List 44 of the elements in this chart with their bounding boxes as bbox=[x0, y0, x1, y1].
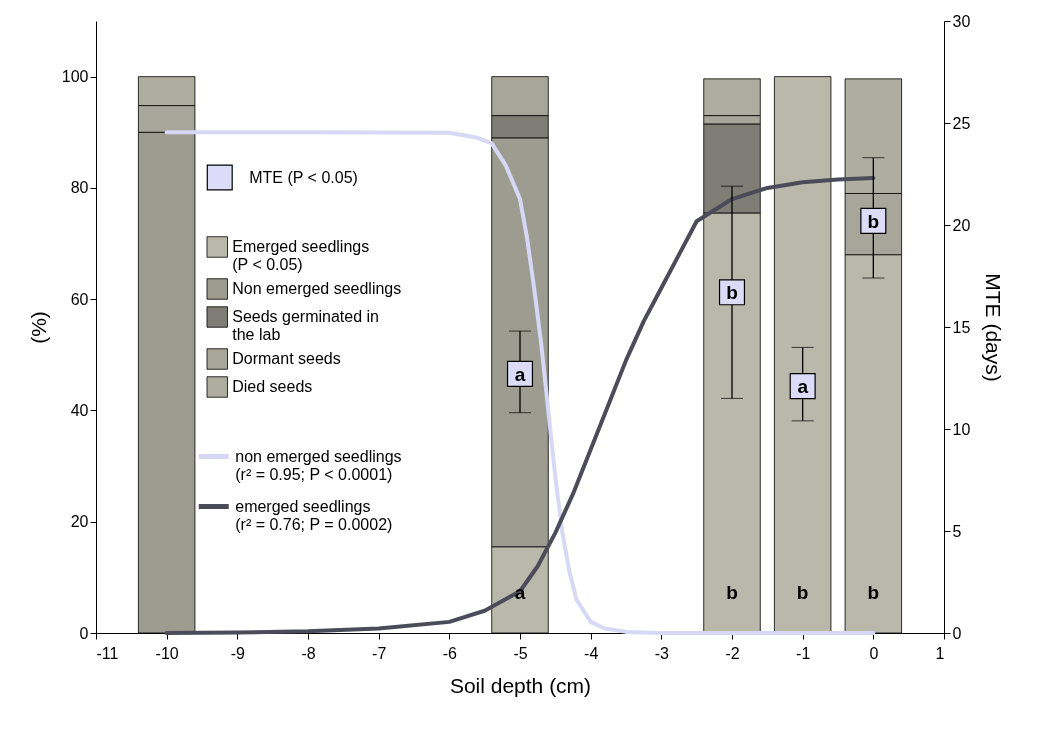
data-label: b bbox=[796, 582, 809, 603]
y2-tick-label: 20 bbox=[952, 216, 971, 234]
x-tick-label: -7 bbox=[372, 644, 387, 662]
legend-label: Seeds germinated in the lab bbox=[232, 308, 380, 343]
x-tick-label: -8 bbox=[301, 644, 316, 662]
x-tick-label: -9 bbox=[230, 644, 246, 662]
y-tick-label: 80 bbox=[70, 179, 89, 197]
y-tick-label: 20 bbox=[70, 513, 89, 531]
legend-label: Non emerged seedlings bbox=[232, 280, 402, 297]
y2-tick-label: 0 bbox=[952, 624, 962, 642]
legend-label: non emerged seedlings (r² = 0.95; P < 0.0001) bbox=[235, 447, 402, 483]
x-tick-label: 1 bbox=[935, 644, 945, 662]
x-axis-title: Soil depth (cm) bbox=[449, 673, 592, 697]
y-axis-title: (%) bbox=[26, 311, 50, 344]
x-tick-label: -4 bbox=[584, 644, 599, 662]
x-tick-label: -6 bbox=[442, 644, 458, 662]
data-label: a bbox=[514, 363, 526, 385]
x-tick-label: 0 bbox=[869, 644, 879, 662]
x-tick-label: -10 bbox=[155, 644, 179, 662]
x-tick-label: -11 bbox=[96, 644, 119, 662]
y-tick-label: 60 bbox=[70, 290, 89, 308]
data-label: a bbox=[797, 376, 809, 398]
y2-tick-label: 10 bbox=[952, 420, 971, 438]
y-tick-label: 100 bbox=[61, 68, 89, 86]
data-label: b bbox=[726, 282, 738, 304]
x-tick-label: -2 bbox=[725, 644, 740, 662]
x-tick-label: -3 bbox=[654, 644, 670, 662]
y2-tick-label: 15 bbox=[952, 318, 971, 336]
legend-label: Emerged seedlings (P < 0.05) bbox=[232, 238, 370, 273]
y-tick-label: 40 bbox=[70, 401, 89, 419]
y2-tick-label: 30 bbox=[952, 12, 971, 30]
legend-label: Died seeds bbox=[232, 378, 313, 395]
y2-tick-label: 5 bbox=[952, 522, 962, 540]
y2-tick-label: 25 bbox=[952, 114, 971, 132]
x-tick-label: -1 bbox=[796, 644, 811, 662]
legend-label: MTE (P < 0.05) bbox=[249, 168, 358, 186]
data-label: b bbox=[726, 582, 738, 603]
y2-axis-title: MTE (days) bbox=[982, 273, 1006, 382]
legend-label: Dormant seeds bbox=[232, 350, 341, 367]
data-label: b bbox=[867, 582, 880, 603]
x-tick-label: -5 bbox=[513, 644, 528, 662]
data-label: b bbox=[867, 210, 880, 232]
legend-label: emerged seedlings (r² = 0.76; P = 0.0002) bbox=[235, 497, 393, 533]
y-tick-label: 0 bbox=[79, 624, 89, 642]
